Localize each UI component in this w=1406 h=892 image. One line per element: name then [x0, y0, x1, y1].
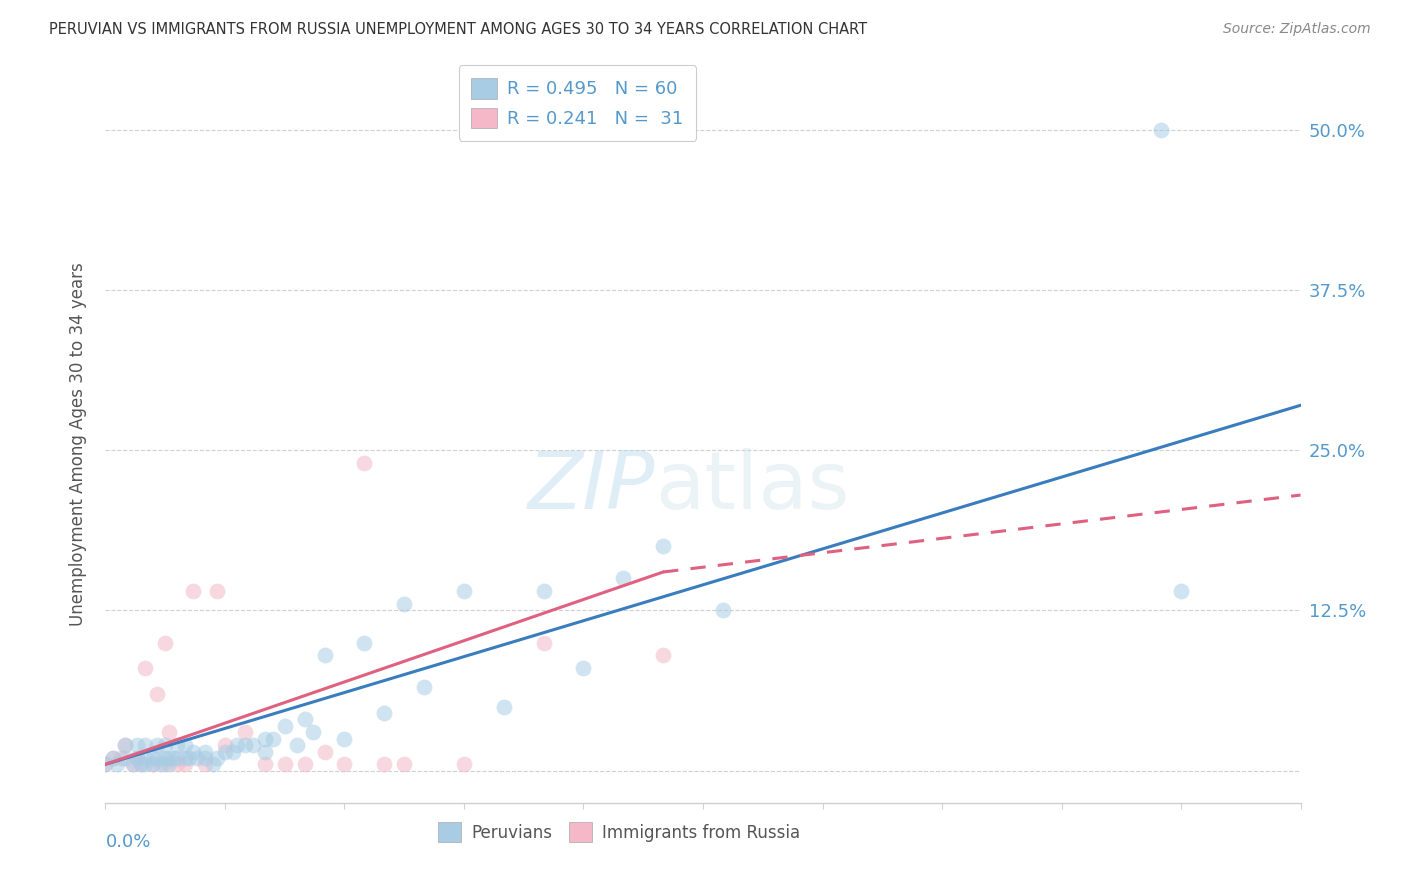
Point	[1170, 584, 1192, 599]
Point	[114, 738, 136, 752]
Y-axis label: Unemployment Among Ages 30 to 34 years: Unemployment Among Ages 30 to 34 years	[69, 262, 87, 625]
Point	[214, 744, 236, 758]
Point	[146, 751, 169, 765]
Point	[134, 751, 156, 765]
Text: atlas: atlas	[655, 448, 849, 526]
Point	[392, 597, 416, 611]
Point	[146, 738, 169, 752]
Point	[129, 757, 153, 772]
Point	[214, 738, 236, 752]
Point	[233, 738, 256, 752]
Point	[174, 751, 197, 765]
Point	[194, 751, 217, 765]
Point	[177, 751, 201, 765]
Point	[110, 751, 132, 765]
Point	[652, 648, 675, 663]
Point	[174, 757, 197, 772]
Point	[134, 738, 156, 752]
Point	[103, 751, 125, 765]
Point	[205, 584, 228, 599]
Point	[166, 751, 188, 765]
Point	[150, 757, 173, 772]
Point	[153, 738, 177, 752]
Point	[205, 751, 228, 765]
Point	[122, 757, 145, 772]
Point	[114, 738, 136, 752]
Point	[127, 751, 149, 765]
Point	[153, 635, 177, 649]
Point	[134, 757, 156, 772]
Point	[413, 681, 436, 695]
Point	[612, 571, 634, 585]
Point	[107, 757, 129, 772]
Point	[233, 725, 256, 739]
Point	[127, 751, 149, 765]
Point	[533, 584, 555, 599]
Point	[142, 751, 165, 765]
Point	[181, 584, 204, 599]
Point	[242, 738, 264, 752]
Point	[711, 603, 734, 617]
Point	[194, 757, 217, 772]
Point	[146, 687, 169, 701]
Point	[373, 706, 395, 720]
Point	[225, 738, 249, 752]
Point	[253, 744, 276, 758]
Point	[392, 757, 416, 772]
Point	[453, 757, 475, 772]
Text: Source: ZipAtlas.com: Source: ZipAtlas.com	[1223, 22, 1371, 37]
Point	[572, 661, 595, 675]
Point	[294, 757, 316, 772]
Point	[353, 635, 375, 649]
Point	[122, 757, 145, 772]
Point	[153, 757, 177, 772]
Text: PERUVIAN VS IMMIGRANTS FROM RUSSIA UNEMPLOYMENT AMONG AGES 30 TO 34 YEARS CORREL: PERUVIAN VS IMMIGRANTS FROM RUSSIA UNEMP…	[49, 22, 868, 37]
Point	[222, 744, 245, 758]
Point	[153, 751, 177, 765]
Point	[142, 757, 165, 772]
Point	[373, 757, 395, 772]
Point	[314, 648, 336, 663]
Point	[492, 699, 515, 714]
Point	[157, 725, 180, 739]
Point	[181, 744, 204, 758]
Point	[453, 584, 475, 599]
Legend: Peruvians, Immigrants from Russia: Peruvians, Immigrants from Russia	[432, 816, 807, 848]
Point	[273, 757, 295, 772]
Point	[142, 757, 165, 772]
Point	[301, 725, 323, 739]
Point	[157, 751, 180, 765]
Point	[533, 635, 555, 649]
Point	[273, 719, 295, 733]
Point	[253, 757, 276, 772]
Point	[174, 738, 197, 752]
Point	[333, 731, 356, 746]
Point	[194, 744, 217, 758]
Point	[94, 757, 117, 772]
Point	[134, 661, 156, 675]
Text: 0.0%: 0.0%	[105, 833, 150, 851]
Point	[162, 751, 184, 765]
Text: ZIP: ZIP	[527, 448, 655, 526]
Point	[353, 456, 375, 470]
Point	[285, 738, 308, 752]
Point	[94, 757, 117, 772]
Point	[202, 757, 225, 772]
Point	[253, 731, 276, 746]
Point	[166, 738, 188, 752]
Point	[186, 751, 208, 765]
Point	[157, 757, 180, 772]
Point	[294, 713, 316, 727]
Point	[166, 757, 188, 772]
Point	[1150, 122, 1173, 136]
Point	[333, 757, 356, 772]
Point	[129, 757, 153, 772]
Point	[114, 751, 136, 765]
Point	[127, 738, 149, 752]
Point	[262, 731, 284, 746]
Point	[103, 751, 125, 765]
Point	[314, 744, 336, 758]
Point	[652, 539, 675, 553]
